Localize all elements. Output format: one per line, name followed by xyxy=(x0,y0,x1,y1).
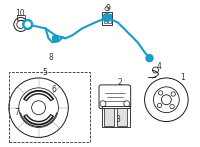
Text: 5: 5 xyxy=(42,67,47,77)
Circle shape xyxy=(52,35,58,41)
Text: 2: 2 xyxy=(117,78,122,87)
Bar xyxy=(108,14,111,24)
Text: 3: 3 xyxy=(115,115,120,124)
Text: 4: 4 xyxy=(157,62,162,71)
Text: 7: 7 xyxy=(14,108,19,117)
Text: 9: 9 xyxy=(105,4,110,13)
Text: 6: 6 xyxy=(52,85,57,94)
Bar xyxy=(104,14,107,24)
Bar xyxy=(102,106,130,127)
Text: 8: 8 xyxy=(48,53,53,62)
Bar xyxy=(117,108,127,126)
Bar xyxy=(9,72,90,142)
Circle shape xyxy=(146,55,153,62)
Bar xyxy=(17,15,25,20)
Text: 10: 10 xyxy=(15,9,25,18)
Text: 1: 1 xyxy=(180,74,185,82)
Bar xyxy=(102,12,112,25)
Circle shape xyxy=(103,14,111,21)
Bar xyxy=(104,108,114,126)
Circle shape xyxy=(25,22,30,27)
Circle shape xyxy=(23,20,33,29)
